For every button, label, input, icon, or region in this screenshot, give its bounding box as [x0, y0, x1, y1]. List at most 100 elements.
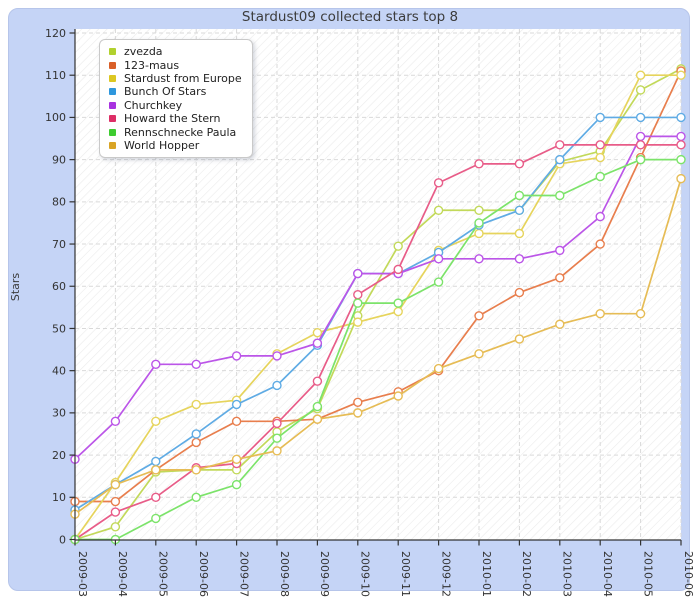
x-tick-label: 2010-06: [682, 551, 695, 597]
marker-bunch-of-stars: [635, 112, 646, 123]
marker-stardust-from-europe: [353, 317, 363, 327]
legend-label: zvezda: [124, 45, 163, 59]
x-tick-label: 2009-12: [439, 551, 452, 597]
legend-swatch-icon: [109, 48, 116, 56]
marker-churchkey: [676, 131, 686, 142]
marker-howard-the-stern: [595, 140, 605, 150]
marker-howard-the-stern: [353, 289, 363, 300]
x-tick-label: 2009-07: [237, 551, 250, 597]
marker-stardust-from-europe: [393, 306, 403, 317]
marker-howard-the-stern: [474, 159, 484, 169]
legend-label: Bunch Of Stars: [124, 85, 207, 99]
marker-churchkey: [353, 268, 363, 279]
y-tick-label: 80: [52, 196, 66, 209]
marker-123-maus: [474, 311, 484, 321]
legend-label: 123-maus: [124, 58, 180, 72]
marker-rennschnecke-paula: [555, 190, 565, 201]
marker-world-hopper: [514, 334, 525, 344]
marker-world-hopper: [191, 465, 201, 475]
y-tick-label: 40: [52, 364, 66, 377]
marker-rennschnecke-paula: [676, 154, 686, 165]
series-line-world-hopper: [74, 178, 682, 515]
x-tick-label: 2010-01: [480, 551, 493, 597]
marker-rennschnecke-paula: [151, 513, 161, 524]
marker-churchkey: [635, 131, 646, 142]
x-tick-label: 2010-03: [561, 551, 574, 597]
marker-howard-the-stern: [676, 140, 686, 150]
marker-howard-the-stern: [312, 376, 323, 386]
x-tick-labels: 2009-03 2009-04 2009-05 2009-06 2009-07 2009-…: [76, 551, 695, 597]
legend-label: Rennschnecke Paula: [124, 125, 237, 139]
marker-world-hopper: [555, 319, 565, 329]
legend-swatch-icon: [109, 128, 116, 136]
legend-item-123-maus: 123-maus: [109, 58, 242, 72]
y-tick-label: 120: [45, 27, 66, 40]
marker-zvezda: [393, 241, 403, 251]
marker-bunch-of-stars: [231, 399, 242, 410]
marker-rennschnecke-paula: [393, 298, 403, 308]
series-line-churchkey: [74, 135, 681, 460]
marker-howard-the-stern: [151, 492, 161, 502]
marker-rennschnecke-paula: [353, 298, 363, 308]
marker-world-hopper: [353, 408, 363, 418]
chart-title: Stardust09 collected stars top 8: [241, 9, 459, 25]
marker-world-hopper: [312, 414, 323, 424]
x-tick-label: 2009-05: [157, 551, 170, 597]
marker-world-hopper: [110, 479, 121, 490]
x-tick-label: 2010-05: [641, 551, 654, 597]
marker-churchkey: [555, 245, 565, 256]
series-world-hopper: [70, 173, 686, 519]
y-tick-label: 90: [52, 153, 66, 166]
marker-stardust-from-europe: [191, 399, 201, 410]
axes: [69, 29, 682, 546]
marker-churchkey: [191, 359, 201, 370]
y-tick-label: 110: [45, 69, 66, 82]
marker-zvezda: [110, 522, 121, 532]
marker-123-maus: [595, 239, 605, 249]
marker-howard-the-stern: [272, 418, 282, 429]
legend-item-rennschnecke-paula: Rennschnecke Paula: [109, 125, 242, 139]
legend-swatch-icon: [109, 141, 116, 149]
marker-rennschnecke-paula: [231, 479, 242, 490]
marker-123-maus: [353, 397, 363, 408]
legend: zvezda 123-maus Stardust from Europe Bunch …: [99, 39, 253, 159]
marker-zvezda: [635, 85, 646, 95]
marker-rennschnecke-paula: [312, 401, 323, 412]
marker-stardust-from-europe: [595, 152, 605, 163]
marker-123-maus: [110, 496, 121, 507]
marker-howard-the-stern: [433, 178, 444, 188]
legend-swatch-icon: [109, 61, 116, 69]
marker-bunch-of-stars: [514, 205, 525, 215]
marker-howard-the-stern: [393, 264, 403, 275]
marker-rennschnecke-paula: [272, 433, 282, 443]
marker-howard-the-stern: [555, 140, 565, 150]
y-axis-label: Stars: [9, 273, 22, 302]
marker-stardust-from-europe: [514, 228, 525, 239]
legend-swatch-icon: [109, 88, 116, 96]
marker-world-hopper: [676, 173, 686, 184]
marker-123-maus: [231, 416, 242, 427]
marker-world-hopper: [393, 391, 403, 401]
marker-world-hopper: [635, 308, 646, 319]
marker-rennschnecke-paula: [474, 218, 484, 228]
x-tick-label: 2009-04: [116, 551, 129, 597]
marker-rennschnecke-paula: [514, 190, 525, 201]
marker-bunch-of-stars: [676, 112, 686, 123]
marker-bunch-of-stars: [151, 456, 161, 467]
marker-world-hopper: [595, 308, 605, 319]
marker-zvezda: [433, 205, 444, 215]
marker-world-hopper: [474, 349, 484, 359]
y-tick-label: 10: [52, 491, 66, 504]
series-line-rennschnecke-paula: [75, 158, 681, 541]
marker-rennschnecke-paula: [635, 154, 646, 165]
marker-bunch-of-stars: [595, 112, 605, 123]
y-tick-label: 30: [52, 407, 66, 420]
marker-churchkey: [312, 338, 323, 348]
marker-bunch-of-stars: [272, 380, 282, 391]
marker-churchkey: [272, 351, 282, 361]
marker-stardust-from-europe: [676, 70, 686, 80]
marker-zvezda: [474, 205, 484, 215]
marker-churchkey: [433, 254, 444, 264]
x-tick-label: 2009-10: [359, 551, 372, 597]
marker-world-hopper: [272, 446, 282, 456]
